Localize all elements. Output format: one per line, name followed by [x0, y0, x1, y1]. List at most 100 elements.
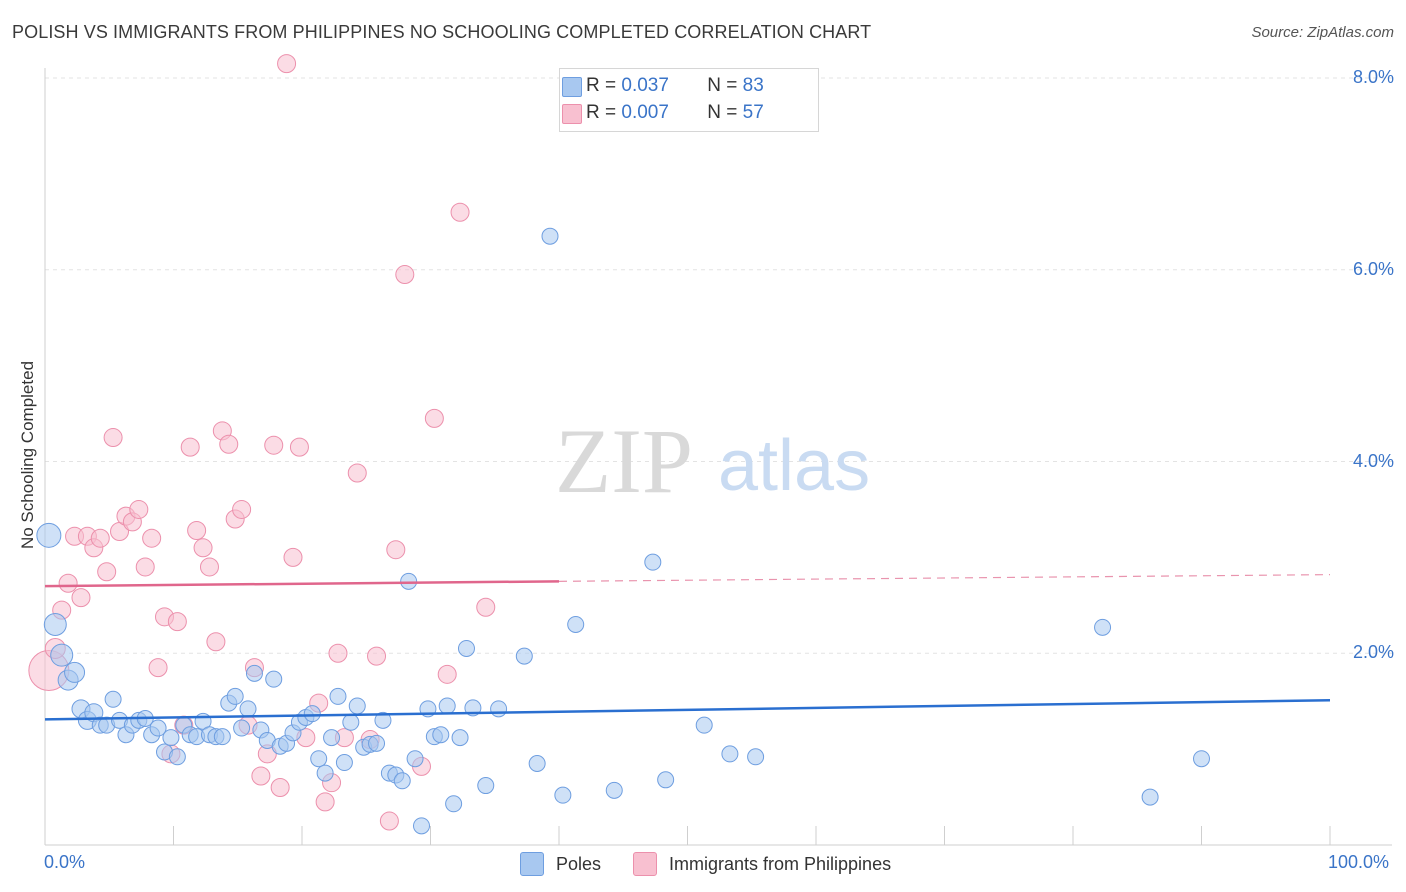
point-philippines [476, 597, 496, 617]
point-philippines [90, 528, 110, 548]
point-philippines [424, 408, 444, 428]
point-philippines [71, 588, 91, 608]
point-poles [233, 719, 251, 737]
point-poles [567, 615, 585, 633]
point-philippines [437, 664, 457, 684]
point-philippines [206, 632, 226, 652]
y-tick-label: 8.0% [1352, 67, 1394, 87]
point-poles [1141, 788, 1159, 806]
chart-title: POLISH VS IMMIGRANTS FROM PHILIPPINES NO… [12, 22, 872, 42]
legend-r-label: R = [586, 102, 617, 123]
legend-row-poles: R = 0.037 N = 83 [562, 73, 764, 99]
point-philippines [97, 562, 117, 582]
point-poles [490, 700, 508, 718]
point-poles [43, 612, 67, 636]
legend-r-value-poles: 0.037 [621, 75, 669, 96]
bottom-legend-philippines: Immigrants from Philippines [633, 852, 891, 876]
point-poles [149, 719, 167, 737]
point-philippines [289, 437, 309, 457]
x-tick-label-min: 0.0% [44, 852, 86, 872]
point-poles [695, 716, 713, 734]
point-poles [335, 754, 353, 772]
point-philippines [103, 428, 123, 448]
point-poles [303, 705, 321, 723]
point-philippines [283, 547, 303, 567]
series-poles [36, 227, 1210, 835]
point-philippines [219, 434, 239, 454]
point-poles [374, 711, 392, 729]
point-philippines [232, 499, 252, 519]
point-poles [477, 777, 495, 795]
point-philippines [277, 54, 297, 74]
point-philippines [251, 766, 271, 786]
point-philippines [167, 612, 187, 632]
bottom-swatch-poles [520, 852, 544, 876]
trend-line-philippines-extrapolated [558, 574, 1331, 582]
point-poles [168, 748, 186, 766]
point-poles [50, 643, 74, 667]
point-poles [162, 729, 180, 747]
watermark: ZIP atlas [555, 410, 870, 512]
bottom-legend-label-philippines: Immigrants from Philippines [669, 853, 892, 874]
point-philippines [395, 265, 415, 285]
point-poles [605, 781, 623, 799]
y-axis-label: No Schooling Completed [18, 360, 37, 550]
point-poles [368, 734, 386, 752]
correlation-legend: R = 0.037 N = 83 R = 0.007 N = 57 [559, 68, 819, 132]
x-tick-label-max: 100.0% [1328, 852, 1390, 872]
point-poles [329, 687, 347, 705]
point-philippines [367, 646, 387, 666]
point-poles [1193, 750, 1210, 768]
point-philippines [142, 528, 162, 548]
point-philippines [386, 540, 406, 560]
point-poles [36, 522, 62, 548]
point-poles [213, 728, 231, 746]
grid [45, 77, 1392, 654]
y-tick-label: 6.0% [1352, 258, 1394, 279]
legend-n-value-philippines: 57 [742, 102, 764, 123]
point-poles [721, 745, 739, 763]
point-poles [64, 661, 86, 683]
y-tick-label: 2.0% [1352, 642, 1394, 663]
point-philippines [180, 437, 200, 457]
point-philippines [315, 792, 335, 812]
point-poles [316, 764, 334, 782]
point-philippines [264, 435, 284, 455]
point-poles [393, 772, 411, 790]
point-poles [644, 553, 662, 571]
point-poles [323, 729, 341, 747]
point-poles [400, 572, 418, 590]
point-poles [226, 687, 244, 705]
point-philippines [193, 538, 213, 558]
point-poles [432, 726, 450, 744]
point-poles [348, 697, 366, 715]
point-poles [541, 227, 559, 245]
point-poles [528, 755, 546, 773]
bottom-swatch-philippines [633, 852, 657, 876]
legend-r-value-philippines: 0.007 [621, 102, 669, 123]
watermark-atlas: atlas [718, 426, 870, 506]
point-poles [457, 639, 475, 657]
point-poles [515, 647, 533, 665]
bottom-legend-label-poles: Poles [556, 853, 602, 874]
legend-n-value-poles: 83 [742, 75, 764, 96]
legend-swatch-philippines [562, 104, 582, 124]
legend-swatch-poles [562, 77, 582, 97]
legend-row-philippines: R = 0.007 N = 57 [562, 100, 764, 126]
trend-lines [44, 574, 1331, 721]
point-philippines [328, 643, 348, 663]
point-philippines [58, 573, 78, 593]
source-label: Source: ZipAtlas.com [1251, 24, 1394, 41]
point-poles [342, 713, 360, 731]
point-philippines [450, 202, 470, 222]
point-philippines [135, 557, 155, 577]
point-philippines [199, 557, 219, 577]
point-philippines [347, 463, 367, 483]
point-philippines [148, 658, 168, 678]
legend-n-label: N = [707, 102, 738, 123]
point-poles [265, 670, 283, 688]
trend-line-philippines [44, 580, 560, 588]
point-philippines [270, 777, 290, 797]
point-poles [1094, 618, 1112, 636]
